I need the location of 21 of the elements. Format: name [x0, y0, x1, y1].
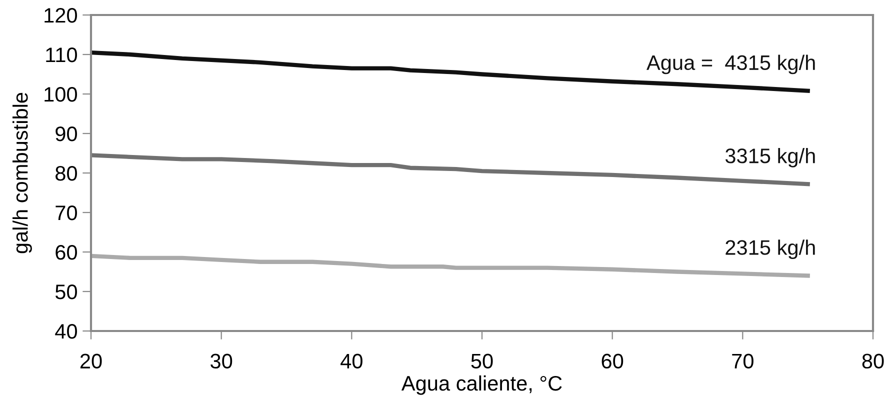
series-label: 3315 kg/h: [725, 148, 815, 168]
x-axis-title: Agua caliente, °C: [401, 375, 562, 395]
x-tick-label: 40: [340, 354, 362, 369]
x-tick-label: 80: [862, 354, 884, 369]
series-label: Agua = 4315 kg/h: [646, 54, 815, 74]
y-tick-label: 60: [56, 245, 77, 260]
y-tick-label: 50: [55, 284, 77, 300]
series-label: 2315 kg/h: [726, 240, 815, 260]
y-axis-title: gal/h combustible: [12, 92, 32, 254]
y-tick-label: 120: [44, 8, 77, 23]
y-tick-label: 40: [55, 324, 77, 339]
x-tick-label: 30: [210, 354, 232, 369]
x-tick-label: 70: [732, 354, 754, 369]
y-tick-label: 80: [56, 166, 77, 181]
y-tick-label: 110: [46, 48, 77, 62]
y-tick-label: 100: [44, 87, 77, 102]
x-tick-label: 60: [602, 354, 624, 369]
y-tick-label: 90: [56, 126, 77, 142]
y-tick-label: 70: [56, 206, 77, 220]
x-tick-label: 20: [80, 354, 102, 369]
x-tick-label: 50: [471, 354, 493, 369]
